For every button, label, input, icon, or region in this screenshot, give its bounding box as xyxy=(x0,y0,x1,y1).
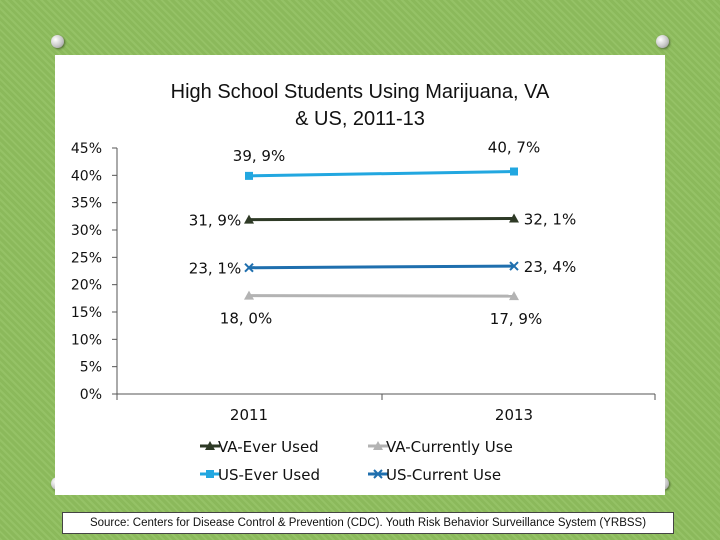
data-label: 18, 0% xyxy=(220,310,272,328)
pushpin-top-right-icon xyxy=(656,35,669,48)
legend-marker xyxy=(373,469,383,479)
x-marker-stroke xyxy=(373,469,383,479)
series-line xyxy=(248,294,515,298)
data-point-marker xyxy=(509,291,519,301)
series-va-ever-used: 31, 9% 32, 1% xyxy=(189,211,576,230)
y-tick-label: 25% xyxy=(71,250,102,266)
x-tick-label: 2013 xyxy=(495,406,533,424)
series-us-current-use: 23, 1% 23, 4% xyxy=(189,258,576,278)
data-label: 17, 9% xyxy=(490,310,542,328)
pushpin-top-left-icon xyxy=(51,35,64,48)
y-tick-label: 35% xyxy=(71,196,102,212)
legend-marker xyxy=(206,470,214,478)
legend-label: VA-Ever Used xyxy=(218,438,319,456)
y-tick-label: 15% xyxy=(71,305,102,321)
legend-item: VA-Ever Used xyxy=(200,438,319,456)
y-tick-label: 10% xyxy=(71,332,102,348)
legend-label: US-Ever Used xyxy=(218,466,320,484)
legend-item: US-Ever Used xyxy=(200,466,320,484)
slide-card xyxy=(55,55,665,495)
x-marker-stroke xyxy=(244,263,254,273)
series-line xyxy=(248,170,515,178)
legend-marker xyxy=(205,441,215,450)
source-citation: Source: Centers for Disease Control & Pr… xyxy=(62,512,674,534)
y-tick-label: 45% xyxy=(71,141,102,157)
data-point-marker xyxy=(245,171,253,180)
series-line xyxy=(248,217,515,222)
series-line xyxy=(248,264,515,270)
data-point-marker xyxy=(244,214,254,224)
data-label: 23, 1% xyxy=(189,260,241,278)
data-point-marker xyxy=(509,261,519,271)
data-point-marker xyxy=(244,263,254,273)
data-label: 40, 7% xyxy=(488,139,540,157)
data-point-marker xyxy=(510,167,518,176)
y-tick-label: 5% xyxy=(80,360,102,376)
data-label: 39, 9% xyxy=(233,147,285,165)
chart-title-line-2: & US, 2011-13 xyxy=(295,108,425,130)
y-tick-label: 30% xyxy=(71,223,102,239)
legend-item: VA-Currently Use xyxy=(368,438,513,456)
y-tick-label: 0% xyxy=(80,387,102,403)
data-point-marker xyxy=(244,290,254,300)
y-tick-label: 20% xyxy=(71,278,102,294)
chart-title-line-1: High School Students Using Marijuana, VA xyxy=(171,81,550,103)
data-point-marker xyxy=(509,213,519,223)
data-label: 23, 4% xyxy=(524,258,576,276)
legend-label: US-Current Use xyxy=(386,466,501,484)
data-label: 32, 1% xyxy=(524,211,576,229)
y-tick-label: 40% xyxy=(71,168,102,184)
legend-label: VA-Currently Use xyxy=(386,438,513,456)
legend-marker xyxy=(373,441,383,450)
series-us-ever-used: 39, 9% 40, 7% xyxy=(233,139,540,180)
x-tick-label: 2011 xyxy=(230,406,268,424)
series-va-currently-use: 18, 0% 17, 9% xyxy=(220,290,542,328)
data-label: 31, 9% xyxy=(189,212,241,230)
x-marker-stroke xyxy=(509,261,519,271)
legend-item: US-Current Use xyxy=(368,466,501,484)
